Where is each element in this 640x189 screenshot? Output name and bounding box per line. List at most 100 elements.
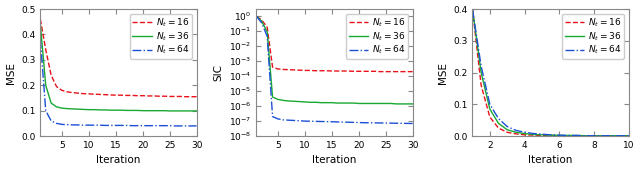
- $N_t = 16$: [85, 93, 93, 95]
- $N_t = 64$: [269, 115, 276, 118]
- Line: $N_t = 64$: $N_t = 64$: [257, 16, 413, 123]
- $N_t = 36$: [529, 133, 537, 136]
- $N_t = 36$: [333, 102, 341, 104]
- $N_t = 36$: [590, 135, 598, 137]
- $N_t = 64$: [349, 121, 357, 124]
- $N_t = 64$: [556, 134, 563, 136]
- $N_t = 64$: [365, 122, 373, 124]
- Line: $N_t = 64$: $N_t = 64$: [40, 40, 196, 126]
- $N_t = 64$: [382, 122, 390, 124]
- $N_t = 36$: [117, 109, 125, 111]
- $N_t = 16$: [392, 70, 400, 73]
- $N_t = 16$: [79, 93, 87, 95]
- $N_t = 36$: [112, 109, 120, 111]
- $N_t = 64$: [63, 124, 71, 126]
- $N_t = 36$: [371, 102, 379, 105]
- $N_t = 36$: [139, 110, 147, 112]
- $N_t = 64$: [599, 135, 607, 137]
- $N_t = 64$: [564, 134, 572, 137]
- $N_t = 64$: [144, 125, 152, 127]
- $N_t = 36$: [47, 102, 55, 104]
- $N_t = 16$: [63, 91, 71, 93]
- $N_t = 16$: [365, 70, 373, 72]
- $N_t = 16$: [503, 131, 511, 133]
- $N_t = 64$: [69, 124, 77, 126]
- Line: $N_t = 64$: $N_t = 64$: [472, 9, 628, 136]
- $N_t = 36$: [79, 108, 87, 111]
- Line: $N_t = 16$: $N_t = 16$: [257, 16, 413, 72]
- $N_t = 16$: [36, 18, 44, 20]
- $N_t = 64$: [85, 124, 93, 126]
- $N_t = 16$: [512, 133, 520, 135]
- $N_t = 16$: [582, 135, 589, 137]
- Line: $N_t = 36$: $N_t = 36$: [40, 24, 196, 111]
- $N_t = 64$: [344, 121, 352, 123]
- $N_t = 64$: [47, 120, 55, 122]
- $N_t = 16$: [398, 70, 406, 73]
- $N_t = 64$: [301, 120, 308, 122]
- $N_t = 64$: [123, 124, 131, 127]
- $N_t = 36$: [253, 15, 260, 17]
- $N_t = 64$: [101, 124, 109, 127]
- $N_t = 64$: [582, 135, 589, 137]
- Line: $N_t = 16$: $N_t = 16$: [472, 9, 628, 136]
- $N_t = 64$: [387, 122, 395, 124]
- $N_t = 36$: [599, 135, 607, 137]
- $N_t = 36$: [291, 100, 298, 102]
- $N_t = 16$: [607, 135, 615, 137]
- $N_t = 64$: [296, 120, 303, 122]
- $N_t = 36$: [301, 101, 308, 103]
- $N_t = 36$: [36, 23, 44, 26]
- $N_t = 36$: [365, 102, 373, 105]
- $N_t = 16$: [349, 70, 357, 72]
- $N_t = 16$: [296, 69, 303, 71]
- $N_t = 16$: [307, 69, 314, 72]
- $N_t = 64$: [280, 119, 287, 121]
- $N_t = 36$: [96, 109, 104, 111]
- $N_t = 36$: [161, 110, 168, 112]
- $N_t = 16$: [312, 70, 319, 72]
- $N_t = 16$: [101, 94, 109, 96]
- $N_t = 16$: [117, 94, 125, 96]
- $N_t = 64$: [58, 123, 66, 125]
- $N_t = 64$: [134, 125, 141, 127]
- $N_t = 36$: [123, 109, 131, 112]
- $N_t = 36$: [144, 110, 152, 112]
- $N_t = 16$: [317, 70, 325, 72]
- $N_t = 36$: [349, 102, 357, 104]
- $N_t = 36$: [101, 109, 109, 111]
- $N_t = 36$: [74, 108, 82, 110]
- $N_t = 36$: [486, 108, 493, 110]
- Y-axis label: MSE: MSE: [6, 62, 15, 84]
- $N_t = 36$: [503, 129, 511, 131]
- $N_t = 64$: [403, 122, 411, 125]
- $N_t = 64$: [503, 125, 511, 128]
- $N_t = 64$: [590, 135, 598, 137]
- $N_t = 36$: [52, 106, 60, 108]
- $N_t = 16$: [52, 85, 60, 88]
- $N_t = 16$: [301, 69, 308, 72]
- $N_t = 16$: [263, 26, 271, 29]
- $N_t = 36$: [355, 102, 363, 105]
- $N_t = 36$: [134, 109, 141, 112]
- $N_t = 16$: [323, 70, 330, 72]
- $N_t = 36$: [150, 110, 157, 112]
- X-axis label: Iteration: Iteration: [96, 156, 141, 166]
- $N_t = 64$: [139, 125, 147, 127]
- $N_t = 36$: [360, 102, 368, 105]
- $N_t = 16$: [58, 89, 66, 91]
- $N_t = 64$: [52, 122, 60, 125]
- $N_t = 16$: [387, 70, 395, 73]
- $N_t = 16$: [355, 70, 363, 72]
- $N_t = 16$: [188, 96, 195, 98]
- $N_t = 16$: [280, 68, 287, 70]
- $N_t = 64$: [625, 135, 632, 137]
- $N_t = 36$: [106, 109, 114, 111]
- $N_t = 64$: [285, 119, 292, 121]
- $N_t = 16$: [409, 70, 417, 73]
- $N_t = 64$: [161, 125, 168, 127]
- $N_t = 36$: [58, 107, 66, 109]
- $N_t = 36$: [328, 101, 335, 104]
- $N_t = 36$: [512, 131, 520, 133]
- $N_t = 36$: [392, 103, 400, 105]
